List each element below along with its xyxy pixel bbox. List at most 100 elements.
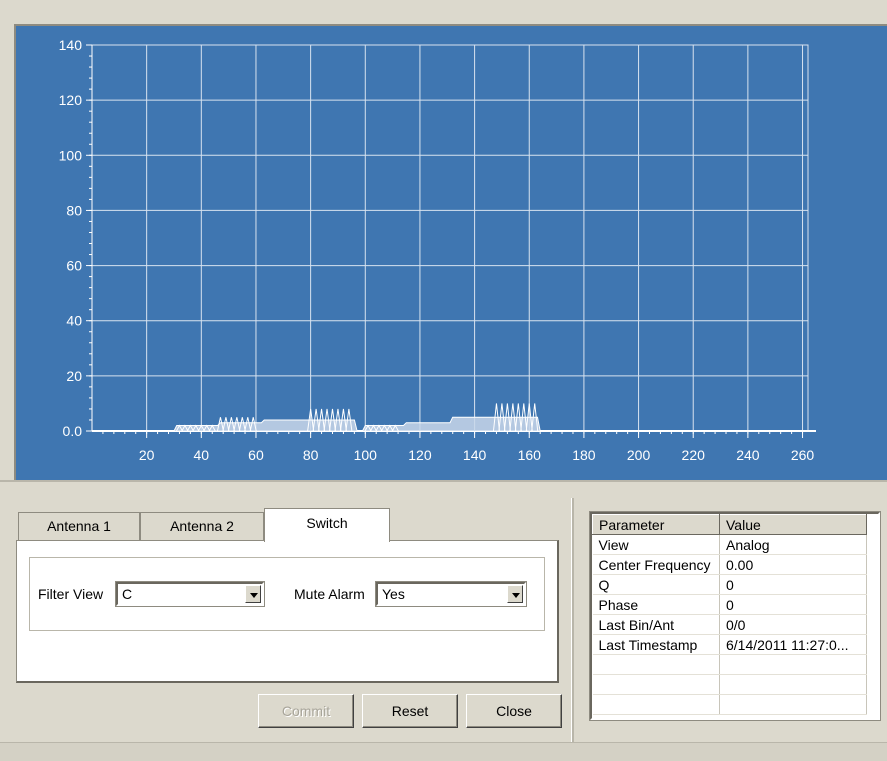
- parameter-name: Q: [592, 574, 720, 595]
- spectrum-spike: [364, 424, 372, 432]
- divider: [0, 480, 887, 482]
- filter-view-label: Filter View: [38, 586, 104, 602]
- column-header-parameter[interactable]: Parameter: [592, 514, 720, 535]
- y-tick-label: 100: [59, 147, 83, 163]
- spectrum-chart: 0.0 20 40 60 80 100 120 140 20 40 60 80 100 120 140 160…: [59, 37, 816, 463]
- tab-antenna-1[interactable]: Antenna 1: [18, 512, 140, 540]
- tab-antenna-2[interactable]: Antenna 2: [140, 512, 264, 540]
- spectrum-spike: [328, 408, 336, 432]
- spectrum-spike: [531, 403, 539, 432]
- spectrum-spike: [345, 408, 353, 432]
- spectrum-spike: [192, 424, 200, 432]
- spectrum-spike: [186, 424, 194, 432]
- x-tick-label: 160: [518, 447, 542, 463]
- spectrum-spike: [307, 408, 315, 432]
- parameter-value: 0: [719, 594, 867, 615]
- switch-settings-group: Filter View C Mute Alarm Yes: [29, 557, 545, 631]
- spectrum-spike: [249, 417, 257, 432]
- table-row[interactable]: Last Timestamp 6/14/2011 11:27:0...: [592, 634, 867, 655]
- spectrum-spike: [176, 424, 183, 432]
- table-row[interactable]: View Analog: [592, 534, 867, 555]
- y-tick-label: 80: [66, 202, 82, 218]
- parameter-name: View: [592, 534, 720, 555]
- spectrum-spike: [520, 403, 528, 432]
- spectrum-spike: [181, 424, 189, 432]
- y-tick-label: 40: [66, 313, 82, 329]
- mute-alarm-label: Mute Alarm: [294, 586, 365, 602]
- parameter-table: Parameter Value View Analog Center Freque…: [592, 514, 867, 715]
- spectrum-spike: [514, 403, 522, 432]
- parameter-name: Last Timestamp: [592, 634, 720, 655]
- x-tick-label: 240: [736, 447, 760, 463]
- close-button[interactable]: Close: [466, 694, 562, 728]
- x-tick-label: 200: [627, 447, 651, 463]
- spectrum-spike: [380, 424, 388, 432]
- spectrum-spike: [323, 408, 331, 432]
- y-tick-label: 0.0: [63, 423, 83, 439]
- spectrum-spike: [227, 417, 235, 432]
- x-tick-label: 120: [408, 447, 432, 463]
- spectrum-spike: [339, 408, 347, 432]
- parameter-value: 6/14/2011 11:27:0...: [719, 634, 867, 655]
- table-row[interactable]: Phase 0: [592, 594, 867, 615]
- commit-button[interactable]: Commit: [258, 694, 354, 728]
- status-strip: [0, 742, 887, 761]
- spectrum-spike: [233, 417, 241, 432]
- y-tick-label: 140: [59, 37, 83, 53]
- empty-table-row: [592, 694, 867, 715]
- spectrum-spike: [334, 408, 342, 432]
- plot-frame: [91, 44, 809, 432]
- parameter-name: Phase: [592, 594, 720, 615]
- x-tick-label: 180: [572, 447, 596, 463]
- filter-view-select[interactable]: C: [115, 581, 265, 607]
- parameter-value: Analog: [719, 534, 867, 555]
- parameter-value: 0: [719, 574, 867, 595]
- spectrum-spike: [222, 417, 230, 432]
- x-tick-label: 20: [139, 447, 155, 463]
- x-tick-label: 220: [682, 447, 706, 463]
- x-tick-label: 260: [791, 447, 815, 463]
- spectrum-spike: [370, 424, 377, 432]
- spectrum-spike: [208, 424, 216, 432]
- x-tick-label: 60: [248, 447, 264, 463]
- chevron-down-icon[interactable]: [507, 585, 523, 603]
- parameter-name: Center Frequency: [592, 554, 720, 575]
- y-tick-label: 120: [59, 92, 83, 108]
- filter-view-value: C: [122, 586, 133, 602]
- spectrum-spike: [216, 417, 224, 432]
- spectrum-spike: [503, 403, 511, 432]
- spectrum-chart-panel: 0.0 20 40 60 80 100 120 140 20 40 60 80 100 120 140 160…: [14, 24, 887, 480]
- table-header-row: Parameter Value: [592, 514, 867, 535]
- parameter-value: 0/0: [719, 614, 867, 635]
- spectrum-spike: [312, 408, 320, 432]
- empty-table-row: [592, 674, 867, 695]
- mute-alarm-value: Yes: [382, 586, 405, 602]
- tab-switch[interactable]: Switch: [264, 508, 390, 542]
- mute-alarm-select[interactable]: Yes: [375, 581, 527, 607]
- spectrum-spike: [318, 408, 326, 432]
- x-tick-label: 80: [303, 447, 319, 463]
- spectrum-spike: [492, 403, 500, 432]
- spectrum-spike: [525, 403, 533, 432]
- x-tick-label: 140: [463, 447, 487, 463]
- spectrum-spike: [386, 424, 394, 432]
- parameter-name: Last Bin/Ant: [592, 614, 720, 635]
- spectrum-spike: [509, 403, 517, 432]
- parameter-value: 0.00: [719, 554, 867, 575]
- chevron-down-icon[interactable]: [245, 585, 261, 603]
- settings-panel: Antenna 1 Antenna 2 Switch Filter View C…: [10, 498, 566, 738]
- spectrum-spike: [375, 424, 383, 432]
- table-row[interactable]: Last Bin/Ant 0/0: [592, 614, 867, 635]
- spectrum-spike: [197, 424, 205, 432]
- table-row[interactable]: Center Frequency 0.00: [592, 554, 867, 575]
- parameter-table-panel: Parameter Value View Analog Center Freque…: [589, 511, 881, 721]
- spectrum-spike: [203, 424, 211, 432]
- spectrum-spike: [238, 417, 246, 432]
- spectrum-spike: [244, 417, 252, 432]
- spectrum-spike: [498, 403, 506, 432]
- x-tick-label: 40: [194, 447, 210, 463]
- reset-button[interactable]: Reset: [362, 694, 458, 728]
- y-tick-label: 60: [66, 258, 82, 274]
- column-header-value[interactable]: Value: [719, 514, 867, 535]
